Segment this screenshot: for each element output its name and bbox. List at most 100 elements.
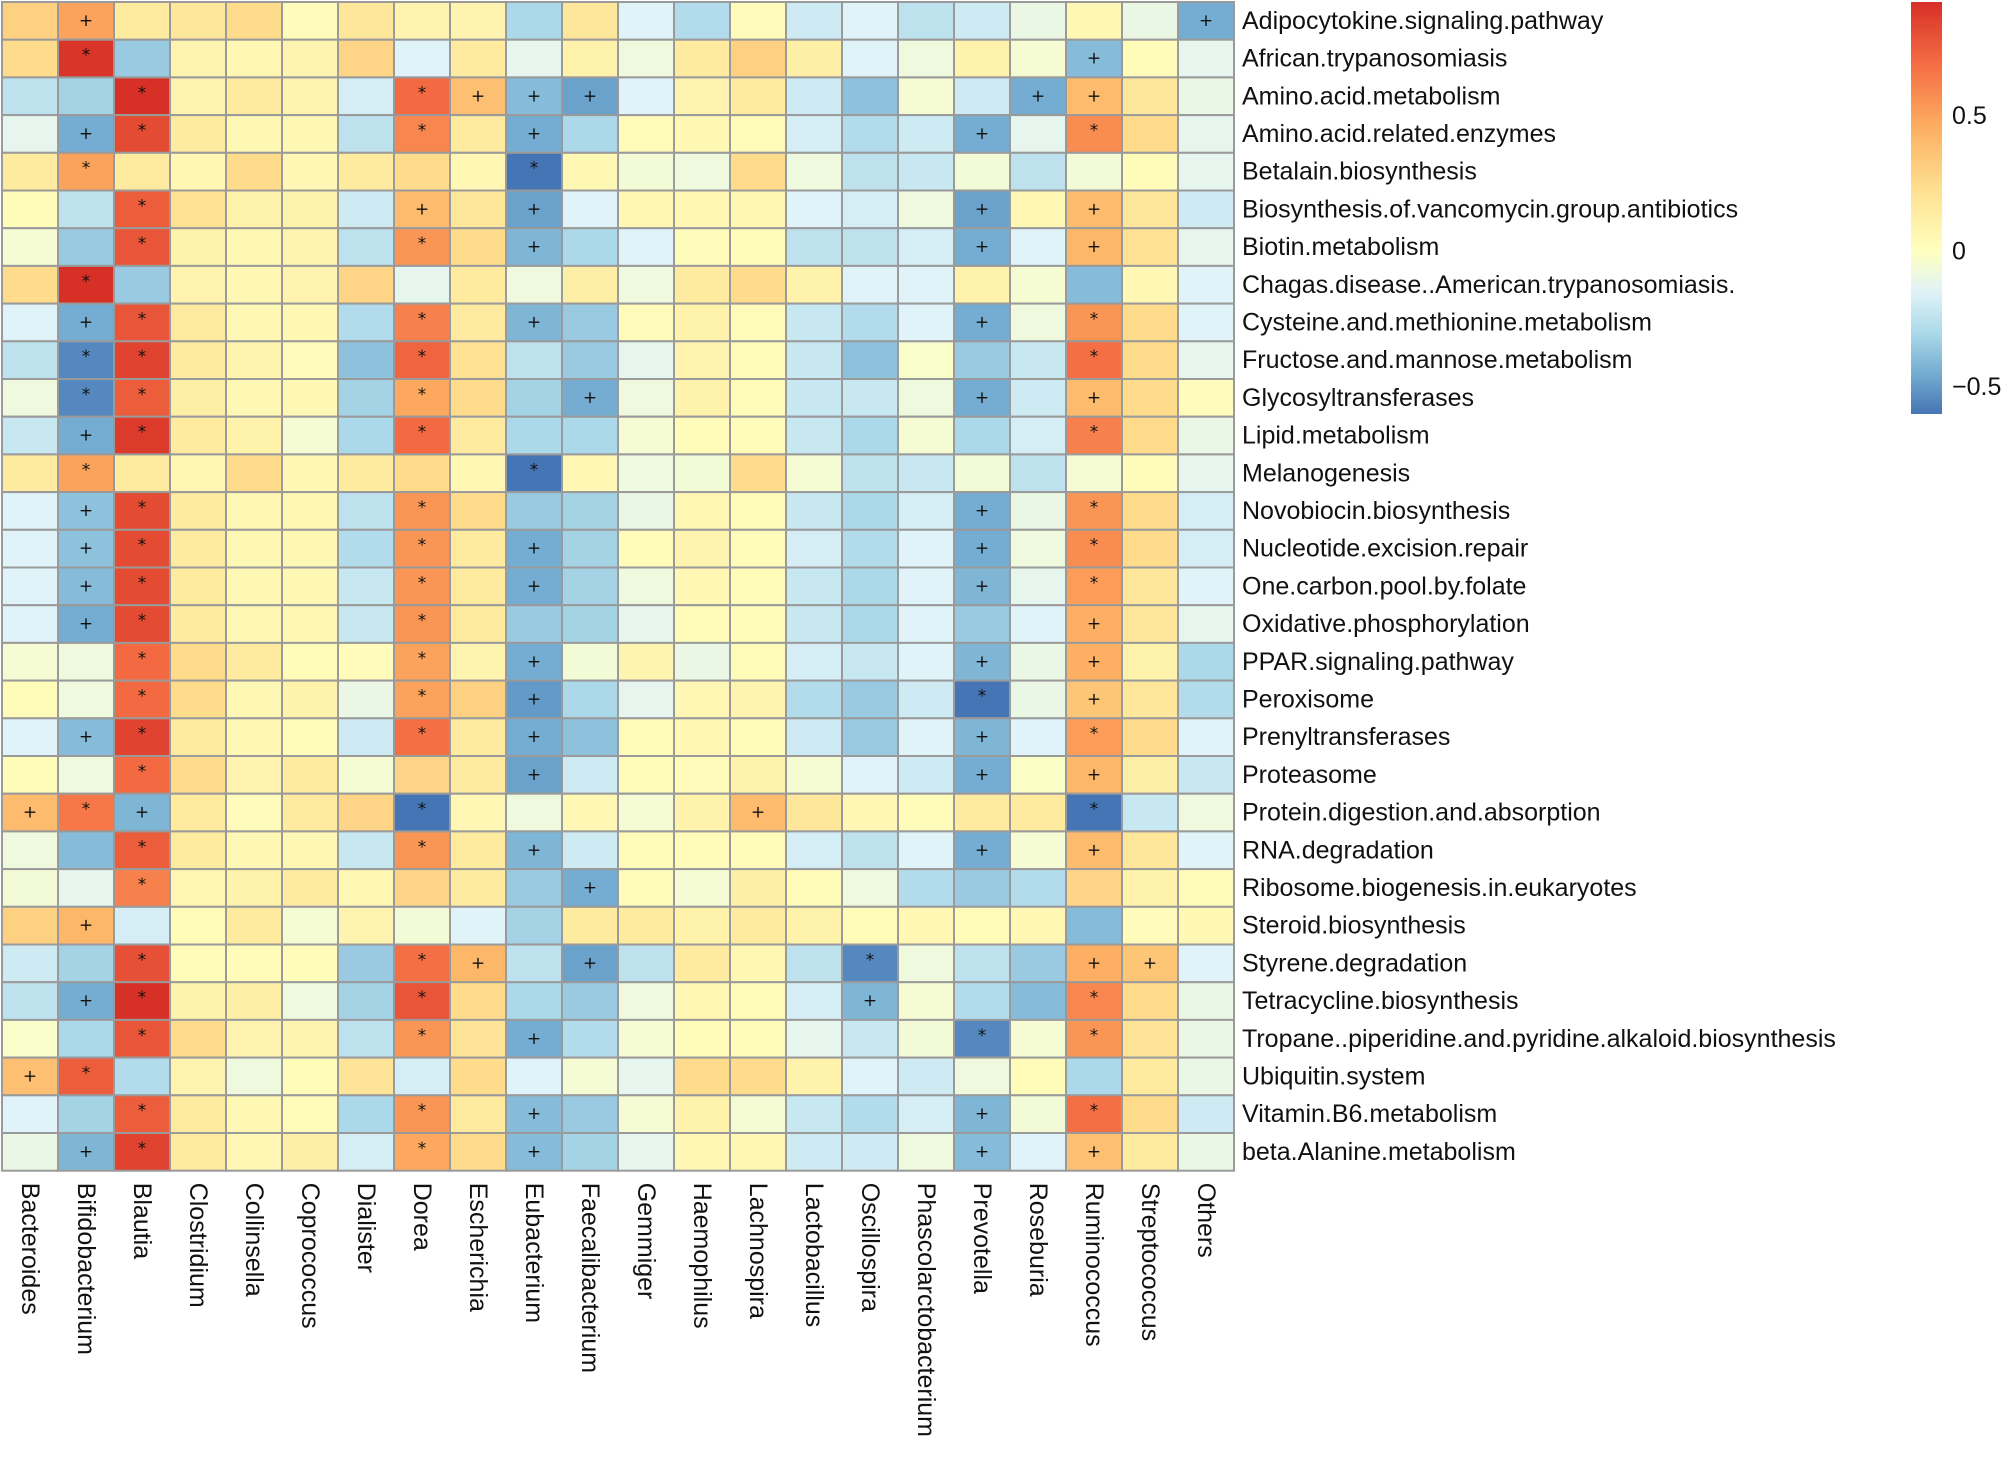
heatmap-cell	[393, 1132, 451, 1172]
heatmap-cell	[673, 1, 731, 41]
row-label: Ubiquitin.system	[1242, 1062, 1425, 1090]
heatmap-cell	[1009, 830, 1067, 871]
heatmap-cell	[1, 755, 59, 795]
heatmap-cell	[393, 1018, 451, 1059]
significance-star: *	[82, 46, 91, 66]
significance-plus: +	[975, 765, 989, 785]
heatmap-cell	[169, 641, 227, 682]
heatmap-cell	[113, 264, 171, 305]
significance-plus: +	[527, 199, 541, 219]
heatmap-cell	[225, 830, 283, 871]
heatmap-cell	[1, 76, 59, 117]
significance-plus: +	[583, 953, 597, 973]
heatmap-cell	[841, 641, 899, 682]
heatmap-cell	[1177, 453, 1235, 494]
significance-plus: +	[975, 388, 989, 408]
significance-plus: +	[79, 11, 93, 31]
heatmap-cell	[57, 76, 115, 117]
heatmap-cell	[449, 151, 507, 192]
heatmap-cell	[449, 1018, 507, 1059]
heatmap-cell	[113, 905, 171, 946]
significance-plus: +	[471, 86, 485, 106]
heatmap-cell	[1, 830, 59, 871]
heatmap-cell	[617, 378, 675, 418]
heatmap-cell	[337, 114, 395, 154]
heatmap-cell	[673, 755, 731, 795]
heatmap-cell	[953, 604, 1011, 644]
heatmap-cell	[729, 189, 787, 230]
heatmap-cell	[1009, 905, 1067, 946]
heatmap-cell	[617, 264, 675, 305]
heatmap-cell	[673, 453, 731, 494]
significance-plus: +	[79, 124, 93, 144]
heatmap-cell	[1065, 415, 1123, 456]
heatmap-cell	[561, 981, 619, 1021]
heatmap-cell	[113, 189, 171, 230]
heatmap-cell	[729, 1018, 787, 1059]
heatmap-cell	[113, 792, 171, 833]
heatmap-cell	[225, 717, 283, 757]
heatmap-cell	[953, 189, 1011, 230]
significance-plus: +	[527, 1142, 541, 1162]
heatmap-cell	[673, 151, 731, 192]
heatmap-cell	[57, 340, 115, 380]
heatmap-cell	[169, 264, 227, 305]
heatmap-cell	[57, 679, 115, 720]
significance-plus: +	[79, 426, 93, 446]
significance-plus: +	[1143, 953, 1157, 973]
heatmap-cell	[561, 679, 619, 720]
significance-plus: +	[1087, 765, 1101, 785]
heatmap-cell	[225, 151, 283, 192]
heatmap-cell	[1121, 1018, 1179, 1059]
heatmap-cell	[953, 340, 1011, 380]
heatmap-cell	[337, 76, 395, 117]
heatmap-cell	[281, 679, 339, 720]
row-label: One.carbon.pool.by.folate	[1242, 572, 1526, 600]
heatmap-cell	[449, 868, 507, 908]
heatmap-cell	[505, 151, 563, 192]
heatmap-cell	[1009, 378, 1067, 418]
heatmap-cell	[617, 1018, 675, 1059]
heatmap-cell	[169, 943, 227, 984]
heatmap-cell	[281, 189, 339, 230]
heatmap-cell	[449, 491, 507, 531]
heatmap-cell	[897, 566, 955, 607]
significance-star: *	[418, 800, 427, 820]
significance-plus: +	[975, 312, 989, 332]
significance-star: *	[82, 272, 91, 292]
heatmap-cell	[169, 114, 227, 154]
heatmap-cell	[841, 717, 899, 757]
heatmap-cell	[225, 641, 283, 682]
heatmap-cell	[1065, 1, 1123, 41]
heatmap-cell	[225, 76, 283, 117]
heatmap-cell	[953, 566, 1011, 607]
heatmap-cell	[449, 905, 507, 946]
heatmap-cell	[393, 792, 451, 833]
row-label: Lipid.metabolism	[1242, 422, 1430, 450]
heatmap-cell	[953, 943, 1011, 984]
heatmap-cell	[225, 189, 283, 230]
heatmap-cell	[785, 943, 843, 984]
heatmap-cell	[673, 415, 731, 456]
heatmap-cell	[337, 792, 395, 833]
heatmap-cell	[57, 227, 115, 267]
heatmap-cell	[225, 1, 283, 41]
heatmap-cell	[169, 566, 227, 607]
heatmap-cell	[1177, 1094, 1235, 1135]
heatmap-cell	[225, 340, 283, 380]
heatmap-cell	[1121, 302, 1179, 343]
heatmap-cell	[897, 264, 955, 305]
significance-star: *	[418, 536, 427, 556]
heatmap-cell	[841, 189, 899, 230]
heatmap-cell	[169, 189, 227, 230]
significance-plus: +	[1087, 86, 1101, 106]
heatmap-cell	[57, 641, 115, 682]
heatmap-cell	[1, 717, 59, 757]
heatmap-cell	[1009, 1094, 1067, 1135]
heatmap-cell	[1, 566, 59, 607]
heatmap-cell	[281, 830, 339, 871]
heatmap-cell	[841, 1132, 899, 1172]
heatmap-cell	[561, 38, 619, 79]
heatmap-cell	[169, 717, 227, 757]
heatmap-cell	[897, 227, 955, 267]
